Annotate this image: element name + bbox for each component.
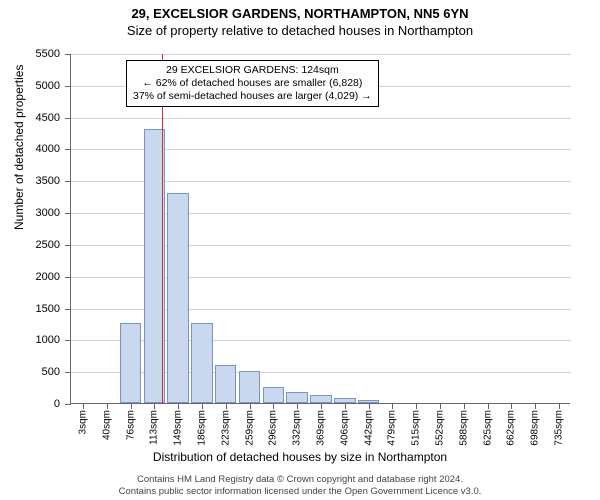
footer-line1: Contains HM Land Registry data © Crown c… bbox=[0, 474, 600, 486]
gridline bbox=[71, 118, 571, 119]
x-tick-label: 515sqm bbox=[411, 410, 422, 446]
x-tick bbox=[392, 404, 393, 409]
histogram-bar bbox=[215, 365, 236, 403]
y-tick bbox=[65, 118, 71, 119]
x-tick bbox=[273, 404, 274, 409]
x-tick-label: 332sqm bbox=[292, 410, 303, 446]
x-tick-label: 76sqm bbox=[125, 410, 136, 440]
y-tick-label: 4000 bbox=[20, 143, 60, 155]
x-tick-label: 735sqm bbox=[554, 410, 565, 446]
y-tick-label: 1000 bbox=[20, 334, 60, 346]
x-tick bbox=[345, 404, 346, 409]
x-tick-label: 406sqm bbox=[339, 410, 350, 446]
callout-line: ← 62% of detached houses are smaller (6,… bbox=[133, 77, 372, 90]
x-tick-label: 40sqm bbox=[101, 410, 112, 440]
histogram-bar bbox=[334, 398, 355, 403]
footer-line2: Contains public sector information licen… bbox=[0, 486, 600, 498]
x-tick bbox=[464, 404, 465, 409]
y-tick bbox=[65, 86, 71, 87]
histogram-bar bbox=[167, 193, 188, 403]
x-tick-label: 259sqm bbox=[244, 410, 255, 446]
x-tick bbox=[83, 404, 84, 409]
y-tick-label: 2500 bbox=[20, 239, 60, 251]
histogram-bar bbox=[191, 323, 212, 403]
footer-attribution: Contains HM Land Registry data © Crown c… bbox=[0, 474, 600, 498]
callout-line: 37% of semi-detached houses are larger (… bbox=[133, 90, 372, 103]
title-sub: Size of property relative to detached ho… bbox=[0, 21, 600, 38]
x-tick-label: 662sqm bbox=[506, 410, 517, 446]
x-tick bbox=[369, 404, 370, 409]
x-tick-label: 625sqm bbox=[482, 410, 493, 446]
y-tick bbox=[65, 404, 71, 405]
y-tick-label: 3500 bbox=[20, 175, 60, 187]
histogram-bar bbox=[310, 395, 331, 403]
x-tick bbox=[559, 404, 560, 409]
y-tick bbox=[65, 340, 71, 341]
histogram-bar bbox=[239, 371, 260, 403]
chart-container: 29, EXCELSIOR GARDENS, NORTHAMPTON, NN5 … bbox=[0, 0, 600, 500]
y-tick-label: 4500 bbox=[20, 112, 60, 124]
y-tick bbox=[65, 277, 71, 278]
x-tick bbox=[488, 404, 489, 409]
y-tick bbox=[65, 245, 71, 246]
x-tick-label: 588sqm bbox=[458, 410, 469, 446]
histogram-bar bbox=[286, 392, 307, 403]
x-tick-label: 223sqm bbox=[220, 410, 231, 446]
y-tick-label: 500 bbox=[20, 366, 60, 378]
x-tick-label: 552sqm bbox=[435, 410, 446, 446]
y-tick bbox=[65, 213, 71, 214]
chart-plot-area: 0500100015002000250030003500400045005000… bbox=[70, 54, 570, 404]
y-tick bbox=[65, 309, 71, 310]
y-tick bbox=[65, 181, 71, 182]
x-tick bbox=[440, 404, 441, 409]
x-tick bbox=[107, 404, 108, 409]
x-tick bbox=[226, 404, 227, 409]
x-tick-label: 442sqm bbox=[363, 410, 374, 446]
histogram-bar bbox=[358, 400, 379, 403]
x-tick-label: 369sqm bbox=[316, 410, 327, 446]
x-tick bbox=[131, 404, 132, 409]
x-tick bbox=[297, 404, 298, 409]
x-tick-label: 3sqm bbox=[77, 410, 88, 434]
y-tick-label: 5000 bbox=[20, 80, 60, 92]
title-main: 29, EXCELSIOR GARDENS, NORTHAMPTON, NN5 … bbox=[0, 0, 600, 21]
x-tick bbox=[154, 404, 155, 409]
y-tick bbox=[65, 149, 71, 150]
x-tick-label: 186sqm bbox=[196, 410, 207, 446]
histogram-bar bbox=[120, 323, 141, 403]
callout-line: 29 EXCELSIOR GARDENS: 124sqm bbox=[133, 64, 372, 77]
x-tick bbox=[202, 404, 203, 409]
x-tick-label: 479sqm bbox=[387, 410, 398, 446]
histogram-bar bbox=[263, 387, 284, 403]
x-tick bbox=[416, 404, 417, 409]
x-tick bbox=[250, 404, 251, 409]
x-tick-label: 296sqm bbox=[268, 410, 279, 446]
callout-box: 29 EXCELSIOR GARDENS: 124sqm← 62% of det… bbox=[126, 60, 379, 107]
gridline bbox=[71, 54, 571, 55]
y-tick bbox=[65, 372, 71, 373]
x-tick bbox=[511, 404, 512, 409]
x-tick-label: 113sqm bbox=[149, 410, 160, 445]
x-tick bbox=[321, 404, 322, 409]
x-tick-label: 149sqm bbox=[173, 410, 184, 446]
y-tick-label: 3000 bbox=[20, 207, 60, 219]
x-tick bbox=[535, 404, 536, 409]
x-tick-label: 698sqm bbox=[530, 410, 541, 446]
x-tick bbox=[178, 404, 179, 409]
y-tick-label: 0 bbox=[20, 398, 60, 410]
y-tick-label: 5500 bbox=[20, 48, 60, 60]
y-tick-label: 1500 bbox=[20, 303, 60, 315]
y-tick-label: 2000 bbox=[20, 271, 60, 283]
x-axis-label: Distribution of detached houses by size … bbox=[0, 450, 600, 464]
plot-frame: 0500100015002000250030003500400045005000… bbox=[70, 54, 570, 404]
y-tick bbox=[65, 54, 71, 55]
